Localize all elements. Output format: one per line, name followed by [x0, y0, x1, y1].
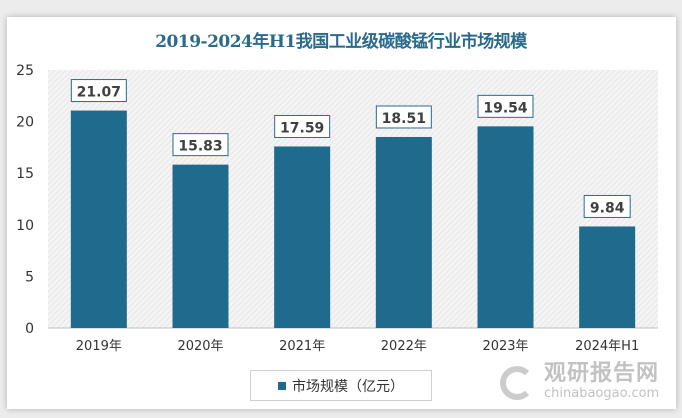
y-tick-label: 5: [25, 269, 34, 285]
bar: [579, 226, 636, 328]
data-label: 15.83: [178, 139, 222, 155]
data-label-box: [70, 79, 127, 103]
legend: 市场规模（亿元）: [250, 370, 432, 401]
data-label: 18.51: [382, 111, 426, 127]
y-tick-label: 25: [16, 63, 34, 79]
data-label-box: [172, 133, 229, 157]
watermark-en: chinabaogao.com: [544, 386, 660, 401]
x-tick-label: 2021年: [279, 339, 325, 354]
bar: [477, 126, 534, 328]
x-tick-label: 2024年H1: [575, 339, 639, 354]
data-label-box: [583, 194, 631, 218]
y-tick-label: 15: [16, 166, 34, 182]
legend-swatch: [278, 381, 286, 390]
data-label: 17.59: [280, 120, 324, 136]
bar: [375, 136, 432, 328]
data-label-box: [477, 94, 534, 118]
bar: [274, 146, 331, 328]
watermark-logo-icon: [500, 366, 534, 400]
bar: [172, 164, 229, 328]
chart-title: 2019-2024年H1我国工业级碳酸锰行业市场规模: [155, 32, 527, 52]
x-tick-label: 2019年: [76, 339, 122, 354]
y-tick-label: 0: [25, 321, 34, 337]
x-tick-label: 2020年: [177, 339, 223, 354]
data-label: 19.54: [483, 100, 528, 116]
legend-label: 市场规模（亿元）: [292, 378, 404, 395]
y-tick-label: 20: [16, 115, 34, 131]
x-tick-label: 2022年: [381, 339, 427, 354]
bar: [70, 110, 127, 328]
y-tick-label: 10: [16, 218, 34, 234]
watermark-cn: 观研报告网: [544, 361, 660, 386]
data-label: 21.07: [77, 85, 121, 101]
watermark: 观研报告网 chinabaogao.com: [500, 362, 659, 401]
plot-area: [48, 70, 658, 328]
data-label-box: [375, 105, 432, 129]
data-label: 9.84: [590, 200, 625, 216]
x-tick-label: 2023年: [482, 339, 528, 354]
data-label-box: [274, 114, 331, 138]
